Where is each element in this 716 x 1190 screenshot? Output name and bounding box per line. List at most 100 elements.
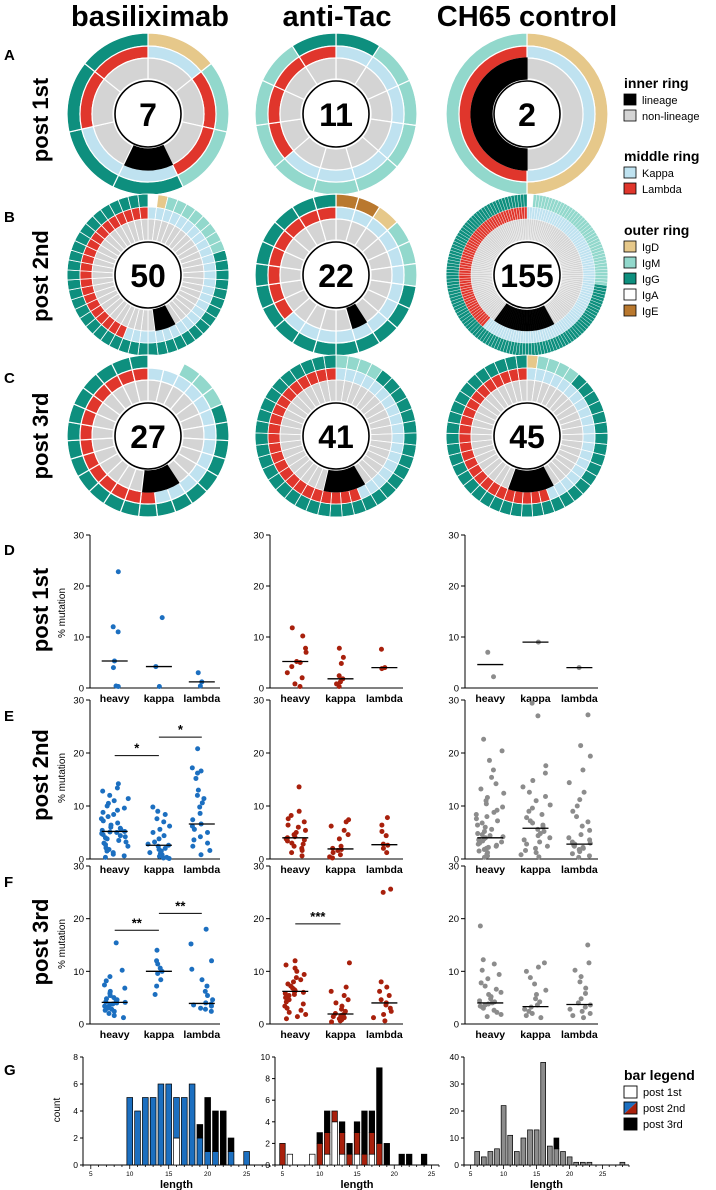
scatter-e-ch65-control-point-lambda: [580, 845, 586, 851]
scatter-e-ch65-control-point-lambda: [587, 840, 593, 846]
scatter-f-anti-tac-point-heavy: [286, 1009, 292, 1015]
histogram-g-anti-tac-bar-post3: [346, 1143, 353, 1155]
scatter-e-ch65-control-point-lambda: [571, 843, 577, 849]
row-label-d: post 1st: [28, 567, 53, 652]
panel-letter-g: G: [4, 1062, 16, 1079]
scatter-d-anti-tac-point-heavy: [289, 664, 295, 670]
donut-b-ch65-control-outer-segment: [523, 193, 528, 208]
scatter-f-basiliximab-point-lambda: [208, 1003, 214, 1009]
donut-b-ch65-control-middle-segment: [527, 330, 532, 344]
donut-c-basiliximab-middle-segment: [79, 423, 94, 441]
scatter-d-anti-tac-point-heavy: [299, 675, 305, 681]
histogram-g-ch65-control-bar-post2: [566, 1156, 573, 1166]
donut-c-basiliximab-outer-segment: [137, 502, 159, 518]
donut-b-anti-tac-middle-segment: [390, 264, 405, 286]
scatter-d-anti-tac-point-heavy: [297, 683, 303, 689]
scatter-e-ch65-control-point-lambda: [581, 789, 587, 795]
histogram-g-ch65-control-bar-post2: [494, 1148, 500, 1166]
histogram-g-anti-tac-bar-post2: [368, 1132, 376, 1155]
scatter-e-ch65-control-point-lambda: [577, 849, 583, 855]
histogram-g-ch65-control-bar-post2: [481, 1156, 487, 1166]
scatter-d-anti-tac-point-lambda: [379, 666, 385, 672]
scatter-e-basiliximab-point-kappa: [152, 839, 158, 845]
legend: inner ring lineage non-lineage middle ri…: [623, 75, 700, 1131]
donut-b-ch65-control-middle-segment: [525, 330, 529, 344]
scatter-e-basiliximab-point-heavy: [104, 803, 110, 809]
scatter-e-ch65-control-point-kappa: [524, 815, 530, 821]
scatter-e-ch65-control-point-lambda: [576, 854, 582, 860]
scatter-e-ch65-control-point-heavy: [491, 809, 497, 815]
scatter-e-ch65-control-point-kappa: [535, 833, 541, 839]
scatter-d-basiliximab: 0 10 20 30 heavy kappa lambda: [73, 531, 220, 706]
scatter-e-ch65-control-point-lambda: [566, 780, 572, 786]
scatter-e-basiliximab-point-lambda: [190, 817, 196, 823]
scatter-f-anti-tac-point-lambda: [371, 1015, 377, 1021]
scatter-e-ch65-control-point-kappa: [530, 778, 536, 784]
scatter-e-basiliximab-point-lambda: [201, 796, 207, 802]
scatter-d-basiliximab-point-lambda: [195, 670, 201, 676]
scatter-f-basiliximab-x-label-lambda: lambda: [183, 1029, 220, 1041]
scatter-f-ch65-control-y-tick-label: 10: [448, 967, 459, 978]
histogram-g-basiliximab-bar-post2: [188, 1083, 196, 1166]
donut-c-anti-tac-outer-segment: [329, 503, 343, 518]
donut-a-anti-tac: 11: [254, 32, 418, 196]
scatter-d-ch65-control-x-label-kappa: kappa: [520, 693, 551, 705]
scatter-e-ch65-control-point-heavy: [475, 822, 481, 828]
scatter-e-ch65-control-x-label-heavy: heavy: [475, 864, 505, 876]
histogram-g-anti-tac-bar-post2: [346, 1153, 353, 1166]
scatter-f-ch65-control-point-lambda: [579, 1008, 585, 1014]
histogram-g-anti-tac-bar-post2: [338, 1132, 346, 1155]
scatter-f-anti-tac-point-lambda: [382, 1018, 388, 1024]
scatter-d-basiliximab-y-tick-label: 20: [73, 582, 84, 593]
histogram-g-basiliximab-bar-post2: [142, 1097, 149, 1166]
scatter-f-basiliximab-point-lambda: [208, 1008, 214, 1014]
scatter-f-ch65-control-point-heavy: [485, 976, 491, 982]
donut-c-anti-tac-outer-segment: [254, 432, 269, 446]
scatter-e-basiliximab-sig-label: *: [178, 722, 184, 737]
histogram-g-anti-tac-bar-post3: [316, 1132, 323, 1144]
scatter-f-anti-tac-point-kappa: [333, 1000, 339, 1006]
scatter-f-ch65-control-point-kappa: [533, 992, 539, 998]
scatter-d-anti-tac-y-tick-label: 20: [253, 582, 264, 593]
histogram-g-anti-tac-x-tick-label: 5: [281, 1171, 285, 1178]
scatter-e-ch65-control-point-lambda: [577, 797, 583, 803]
scatter-f-ch65-control-point-lambda: [586, 960, 592, 966]
scatter-e-anti-tac-point-heavy: [300, 841, 306, 847]
scatter-f-anti-tac-point-heavy: [290, 979, 296, 985]
histogram-g-ch65-control-bar-post3: [553, 1137, 560, 1150]
histogram-g-anti-tac-bar-post3: [368, 1110, 376, 1133]
scatter-e-basiliximab-point-heavy: [114, 785, 120, 791]
scatter-f-basiliximab-point-heavy: [119, 967, 125, 973]
donut-b-basiliximab-middle-segment: [79, 270, 93, 280]
scatter-e-basiliximab-point-lambda: [205, 840, 211, 846]
donut-c-anti-tac-inner-segment: [326, 379, 337, 402]
histogram-g-anti-tac-x-tick-label: 20: [391, 1171, 399, 1178]
scatter-f-anti-tac-point-kappa: [346, 960, 352, 966]
scatter-f-ch65-control-point-lambda: [585, 942, 591, 948]
donut-c-anti-tac-center: [302, 402, 370, 470]
histogram-g-ch65-control-bar-post2: [487, 1151, 494, 1166]
donut-c-ch65-control: 45: [445, 354, 609, 518]
donut-b-ch65-control-middle-segment: [458, 275, 472, 279]
scatter-e-anti-tac-point-heavy: [291, 843, 297, 849]
scatter-e-anti-tac-point-kappa: [337, 852, 343, 858]
legend-label-iga: IgA: [642, 290, 659, 302]
scatter-e-anti-tac-point-heavy: [292, 834, 298, 840]
scatter-e-anti-tac-point-lambda: [379, 828, 385, 834]
histogram-g-anti-tac-bar-post3: [324, 1110, 331, 1133]
scatter-e-ch65-control-point-heavy: [473, 811, 479, 817]
scatter-d-anti-tac-point-kappa: [340, 654, 346, 660]
histogram-g-basiliximab-bar-post2: [243, 1151, 250, 1166]
histogram-g-anti-tac-bar-post2: [324, 1132, 331, 1155]
scatter-d-basiliximab-point-heavy: [115, 569, 121, 575]
scatter-f-ch65-control-x-label-kappa: kappa: [520, 1029, 551, 1041]
scatter-f-ch65-control-point-lambda: [577, 979, 583, 985]
histogram-g-anti-tac-bar-post3: [383, 1143, 390, 1166]
scatter-f-basiliximab-sig-label: **: [132, 915, 143, 930]
scatter-f-ch65-control-point-lambda: [567, 1006, 573, 1012]
scatter-e-basiliximab-point-lambda: [198, 852, 204, 858]
scatter-f-basiliximab-point-lambda: [202, 988, 208, 994]
donut-c-ch65-control-count-label: 45: [509, 419, 545, 455]
scatter-f-ch65-control-point-heavy: [496, 971, 502, 977]
scatter-e-basiliximab-point-heavy: [102, 854, 108, 860]
